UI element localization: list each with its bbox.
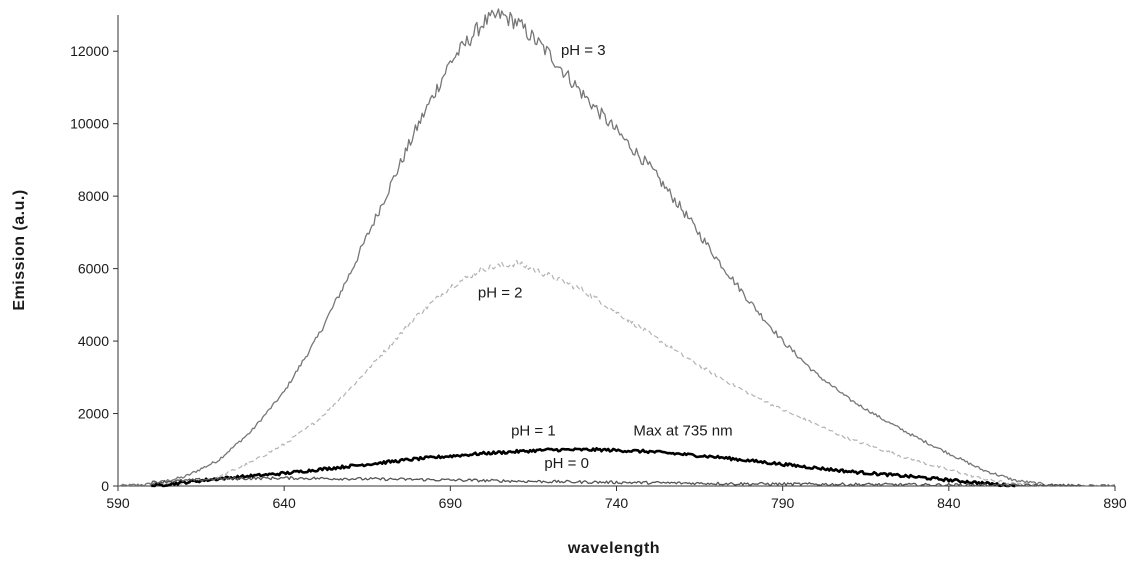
annotation-label: pH = 0 <box>544 455 589 472</box>
y-tick-label: 4000 <box>78 333 109 349</box>
annotation-label: pH = 2 <box>478 285 523 302</box>
y-tick-label: 2000 <box>78 406 109 422</box>
annotation-layer: pH = 3 pH = 2 pH = 1 Max at 735 nm pH = 0 <box>478 42 733 472</box>
series-ph-3 <box>118 9 1115 486</box>
x-tick-label: 590 <box>106 495 130 511</box>
y-axis-title: Emission (a.u.) <box>11 189 28 310</box>
x-tick-label: 690 <box>439 495 463 511</box>
series-ph-2 <box>151 261 1048 487</box>
annotation-label: pH = 1 <box>511 422 556 439</box>
annotation-label: Max at 735 nm <box>633 422 732 439</box>
x-tick-label: 640 <box>272 495 296 511</box>
series-layer <box>118 9 1115 486</box>
x-tick-label: 890 <box>1103 495 1127 511</box>
y-tick-label: 12000 <box>70 43 109 59</box>
annotation-label: pH = 3 <box>561 42 606 59</box>
x-tick-label: 740 <box>605 495 629 511</box>
x-tick-label: 840 <box>937 495 961 511</box>
y-tick-label: 0 <box>101 478 109 494</box>
x-axis: 590 640 690 740 790 840 890 <box>106 486 1127 511</box>
x-axis-title: wavelength <box>567 540 660 557</box>
y-tick-label: 10000 <box>70 116 109 132</box>
y-tick-label: 8000 <box>78 188 109 204</box>
y-tick-label: 6000 <box>78 261 109 277</box>
y-axis: 0 2000 4000 6000 8000 10000 12000 <box>70 15 118 494</box>
x-tick-label: 790 <box>771 495 795 511</box>
